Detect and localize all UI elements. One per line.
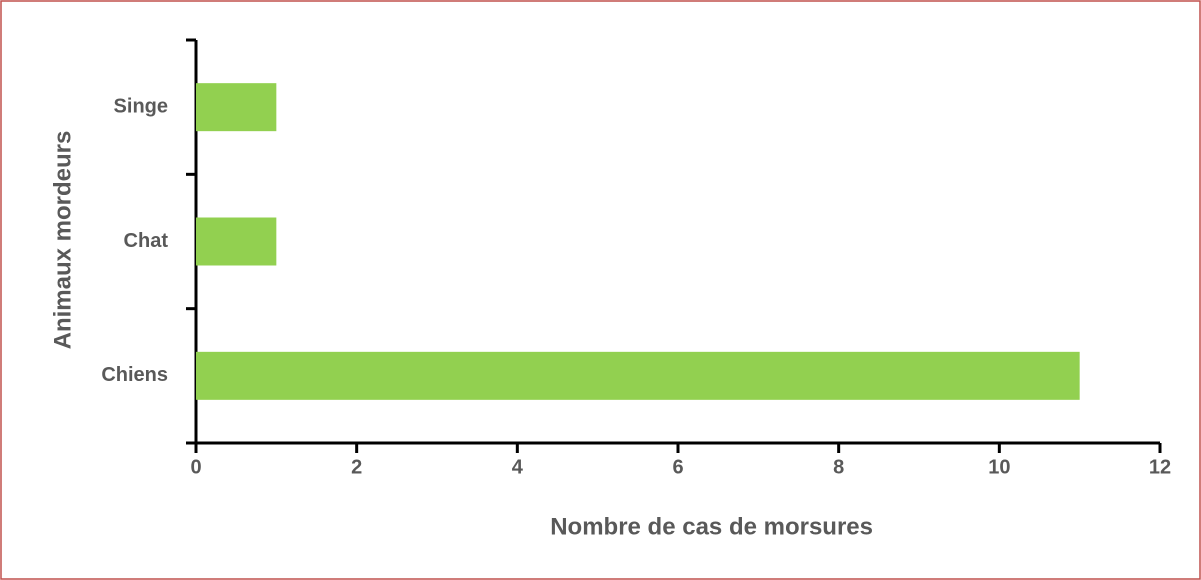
x-axis-title: Nombre de cas de morsures bbox=[550, 513, 873, 540]
y-tick-label: Chiens bbox=[101, 364, 168, 386]
x-tick-label: 0 bbox=[190, 456, 201, 478]
y-tick-label: Singe bbox=[114, 95, 168, 117]
bar bbox=[196, 217, 277, 266]
x-tick-label: 10 bbox=[988, 456, 1010, 478]
x-tick-label: 12 bbox=[1149, 456, 1171, 478]
x-tick-label: 6 bbox=[672, 456, 683, 478]
bar bbox=[196, 351, 1080, 400]
x-tick-label: 2 bbox=[351, 456, 362, 478]
x-tick-label: 8 bbox=[833, 456, 844, 478]
bar bbox=[196, 83, 277, 132]
y-tick-label: Chat bbox=[124, 230, 169, 252]
x-tick-label: 4 bbox=[512, 456, 524, 478]
y-axis-title: Animaux mordeurs bbox=[49, 131, 76, 350]
